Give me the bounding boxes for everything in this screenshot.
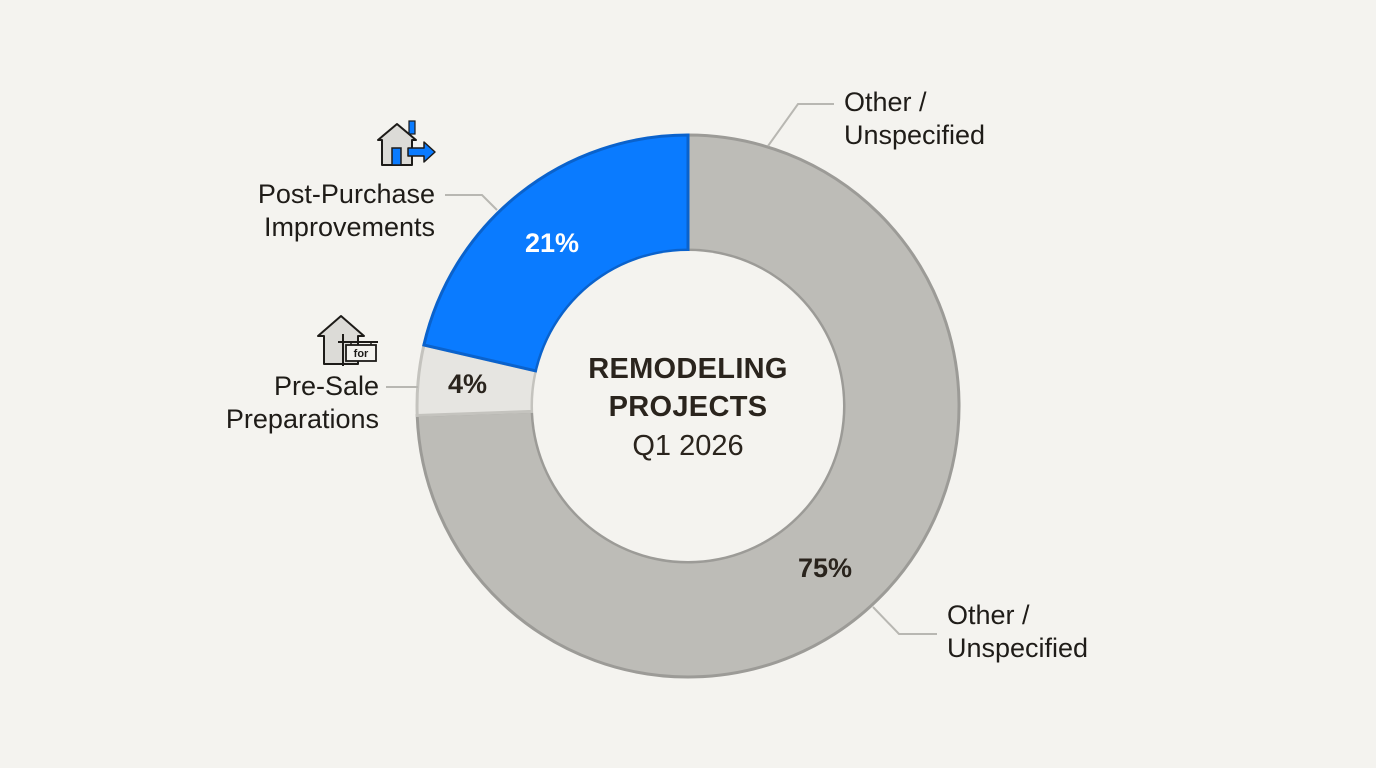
label-post-line2: Improvements [263,212,435,242]
house-for-sale-sign-icon: for [317,315,378,366]
label-other-top-line2: Unspecified [844,120,986,150]
label-pre-sale: Pre-Sale Preparations [226,370,379,436]
pct-other: 75% [798,553,853,583]
donut-hole [533,251,843,561]
chart-title-line1: REMODELING [588,353,788,385]
chart-subtitle: Q1 2026 [632,430,744,462]
label-other-bottom-line2: Unspecified [947,633,1089,663]
pct-pre-sale: 4% [448,369,488,399]
leader-line-other-top [767,103,834,147]
label-other-top-line1: Other / [844,87,927,117]
label-other-bottom-line1: Other / [947,600,1030,630]
house-with-arrow-icon [377,120,436,166]
pct-post-purchase: 21% [525,228,580,258]
svg-text:for: for [354,348,369,360]
label-other-top: Other / Unspecified [844,86,985,152]
leader-line-post [445,194,498,211]
label-pre-line1: Pre-Sale [273,371,379,401]
slice-other[interactable] [415,133,961,679]
label-post-line1: Post-Purchase [257,179,435,209]
leader-line-other-bottom [872,606,937,635]
label-other-bottom: Other / Unspecified [947,599,1088,665]
label-post-purchase: Post-Purchase Improvements [258,178,435,244]
slice-post-purchase[interactable] [422,133,690,373]
chart-title-line2: PROJECTS [608,391,768,423]
label-pre-line2: Preparations [225,404,379,434]
